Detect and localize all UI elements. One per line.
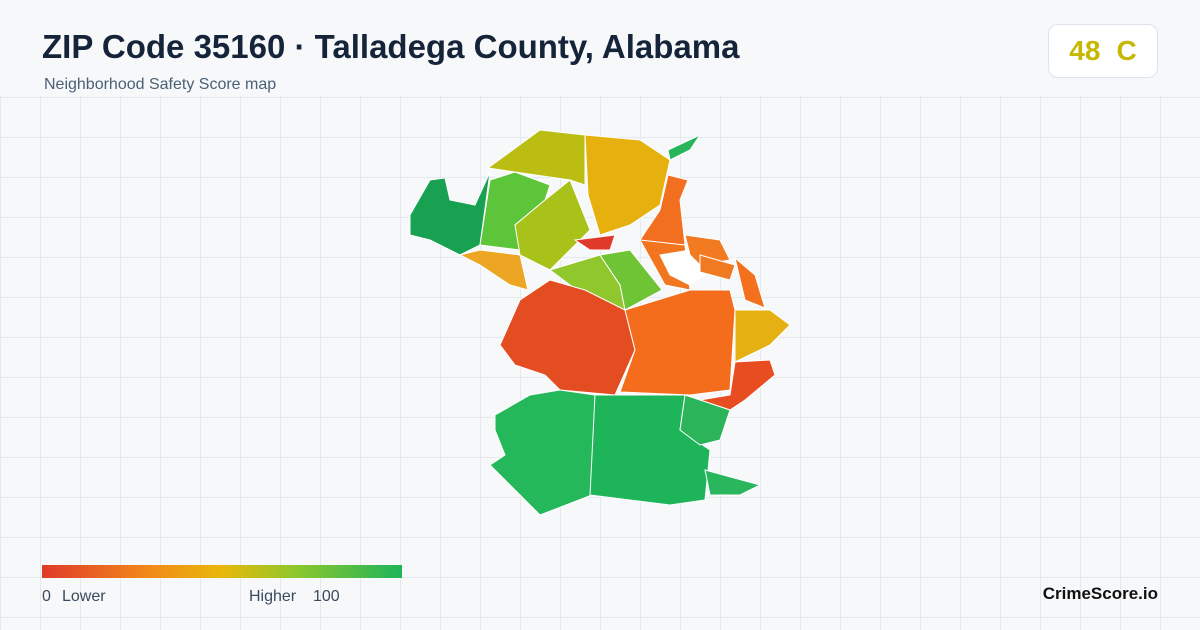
score-grade: C xyxy=(1116,35,1137,66)
brand: CrimeScore.io xyxy=(1042,584,1158,603)
score-badge: 48 C xyxy=(1048,24,1158,78)
area xyxy=(584,134,671,236)
legend-min-label: Lower xyxy=(62,588,106,605)
area xyxy=(619,289,736,396)
subtitle: Neighborhood Safety Score map xyxy=(44,76,277,93)
area xyxy=(599,249,663,311)
header xyxy=(0,0,1200,96)
area xyxy=(667,133,702,161)
area xyxy=(679,394,731,446)
area xyxy=(409,171,491,256)
area xyxy=(699,254,736,281)
area xyxy=(699,359,776,411)
legend-max-label: Higher xyxy=(249,588,297,605)
legend-min: 0 xyxy=(42,588,51,605)
area xyxy=(514,179,591,271)
legend-max: 100 xyxy=(313,588,340,605)
title: ZIP Code 35160 · Talladega County, Alaba… xyxy=(42,28,740,65)
area xyxy=(704,469,762,496)
area xyxy=(734,256,766,309)
score-value: 48 xyxy=(1069,35,1101,66)
legend-gradient xyxy=(42,565,402,578)
area xyxy=(734,309,791,363)
area xyxy=(573,234,616,251)
area xyxy=(458,249,529,291)
area xyxy=(489,389,596,516)
